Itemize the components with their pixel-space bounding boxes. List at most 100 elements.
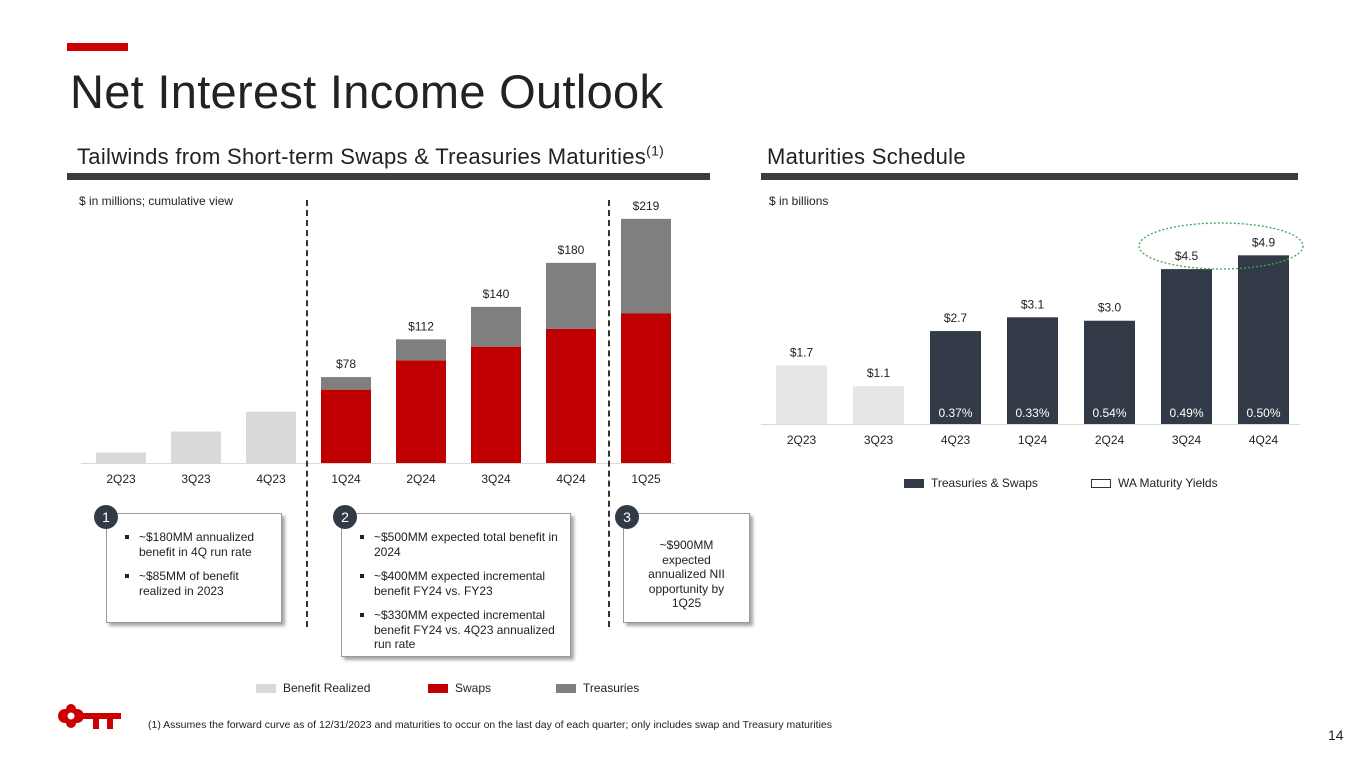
yield-label-4q23: 0.37% bbox=[938, 406, 972, 420]
nii-tailwinds-chart: 2Q23 3Q23 4Q23 $78 1Q24 $112 2Q24 $140 3Q24 $180 4… bbox=[81, 199, 675, 486]
callout-2-bullet-2: ~$400MM expected incremental benefit FY2… bbox=[350, 569, 562, 598]
x-tick-label-2q23: 2Q23 bbox=[106, 472, 136, 486]
highlight-ellipse bbox=[1138, 222, 1304, 270]
bullet-marker bbox=[125, 535, 129, 539]
yield-label-2q24: 0.54% bbox=[1092, 406, 1126, 420]
left-section-rule bbox=[67, 173, 710, 180]
legend-swatch-wa-yields bbox=[1091, 478, 1111, 488]
yield-label-4q24: 0.50% bbox=[1246, 406, 1280, 420]
bar-treasuries-1q25 bbox=[621, 218, 671, 314]
value-label-4q23: $2.7 bbox=[944, 311, 968, 325]
maturity-bar-3q24 bbox=[1161, 269, 1212, 424]
callout-1-bullet-1: ~$180MM annualized benefit in 4Q run rat… bbox=[115, 530, 273, 559]
callout-2-bullet-1: ~$500MM expected total benefit in 2024 bbox=[350, 530, 562, 559]
footnote: (1) Assumes the forward curve as of 12/3… bbox=[148, 719, 833, 731]
maturity-bar-4q23 bbox=[930, 331, 981, 424]
right-unit-note: $ in billions bbox=[769, 194, 829, 208]
total-label-4q24: $180 bbox=[558, 243, 585, 257]
callout-2-badge: 2 bbox=[333, 505, 357, 529]
bar-treasuries-2q24 bbox=[396, 339, 446, 361]
bar-benefit-realized-4q23 bbox=[246, 411, 296, 463]
maturities-schedule-chart: $1.7 2Q23 $1.1 3Q23 $2.7 0.37% 4Q23 $3.1 0.33% 1Q… bbox=[761, 222, 1304, 447]
x-tick-label-3q23: 3Q23 bbox=[181, 472, 211, 486]
callout-1-bullet-2-text: ~$85MM of benefit realized in 2023 bbox=[139, 569, 239, 598]
total-label-1q25: $219 bbox=[633, 199, 660, 213]
x-tick-label-1q24: 1Q24 bbox=[1018, 433, 1048, 447]
bar-swaps-1q25 bbox=[621, 313, 671, 463]
bar-treasuries-3q24 bbox=[471, 306, 521, 347]
total-label-1q24: $78 bbox=[336, 357, 356, 371]
callout-2-bullet-3: ~$330MM expected incremental benefit FY2… bbox=[350, 608, 562, 652]
value-label-4q24: $4.9 bbox=[1252, 235, 1276, 249]
bar-swaps-1q24 bbox=[321, 389, 371, 463]
legend-wa-maturity-yields-label: WA Maturity Yields bbox=[1118, 476, 1218, 490]
x-tick-label-4q23: 4Q23 bbox=[941, 433, 971, 447]
bar-swaps-4q24 bbox=[546, 328, 596, 463]
bar-treasuries-1q24 bbox=[321, 377, 371, 390]
page-number: 14 bbox=[1328, 727, 1344, 743]
callout-2-bullet-3-text: ~$330MM expected incremental benefit FY2… bbox=[374, 608, 555, 651]
legend-treasuries-swaps: Treasuries & Swaps bbox=[904, 476, 1038, 490]
x-tick-label-3q23: 3Q23 bbox=[864, 433, 894, 447]
legend-wa-maturity-yields: WA Maturity Yields bbox=[1091, 476, 1218, 490]
title-accent-bar bbox=[67, 43, 128, 51]
bar-swaps-2q24 bbox=[396, 360, 446, 463]
total-label-2q24: $112 bbox=[408, 319, 434, 333]
callout-2-bullet-1-text: ~$500MM expected total benefit in 2024 bbox=[374, 530, 558, 559]
bar-swaps-3q24 bbox=[471, 346, 521, 463]
maturity-bar-1q24 bbox=[1007, 317, 1058, 424]
legend-swatch-treasuries-swaps bbox=[904, 478, 924, 488]
value-label-2q23: $1.7 bbox=[790, 345, 814, 359]
callout-1: ~$180MM annualized benefit in 4Q run rat… bbox=[106, 513, 282, 623]
x-tick-label-4q24: 4Q24 bbox=[1249, 433, 1279, 447]
value-label-2q24: $3.0 bbox=[1098, 301, 1122, 315]
legend-benefit-realized-label: Benefit Realized bbox=[283, 681, 371, 695]
value-label-3q23: $1.1 bbox=[867, 366, 891, 380]
callout-1-bullet-2: ~$85MM of benefit realized in 2023 bbox=[115, 569, 273, 598]
legend-treasuries-swaps-label: Treasuries & Swaps bbox=[931, 476, 1038, 490]
x-tick-label-3q24: 3Q24 bbox=[481, 472, 511, 486]
bar-benefit-realized-3q23 bbox=[171, 431, 221, 463]
left-section-title-footnote-ref: (1) bbox=[646, 142, 665, 159]
legend-treasuries: Treasuries bbox=[556, 681, 639, 695]
x-tick-label-2q24: 2Q24 bbox=[1095, 433, 1125, 447]
bullet-marker bbox=[125, 574, 129, 578]
callout-1-bullet-1-text: ~$180MM annualized benefit in 4Q run rat… bbox=[139, 530, 255, 559]
legend-swatch-treasuries bbox=[556, 683, 576, 693]
legend-benefit-realized: Benefit Realized bbox=[256, 681, 370, 695]
legend-swatch-benefit-realized bbox=[256, 683, 276, 693]
value-label-1q24: $3.1 bbox=[1021, 297, 1045, 311]
yield-label-3q24: 0.49% bbox=[1169, 406, 1203, 420]
maturity-bar-2q24 bbox=[1084, 320, 1135, 424]
divider-2024-2025 bbox=[608, 200, 610, 627]
right-section-title: Maturities Schedule bbox=[767, 144, 966, 169]
x-tick-label-1q25: 1Q25 bbox=[631, 472, 661, 486]
left-section-title: Tailwinds from Short-term Swaps & Treasu… bbox=[77, 144, 664, 170]
x-tick-label-3q24: 3Q24 bbox=[1172, 433, 1202, 447]
left-unit-note: $ in millions; cumulative view bbox=[79, 194, 234, 208]
page-title: Net Interest Income Outlook bbox=[70, 65, 664, 118]
left-section-title-text: Tailwinds from Short-term Swaps & Treasu… bbox=[77, 144, 647, 169]
x-tick-label-1q24: 1Q24 bbox=[331, 472, 361, 486]
right-section-rule bbox=[761, 173, 1298, 180]
legend-swaps-label: Swaps bbox=[455, 681, 492, 695]
callout-2-bullet-2-text: ~$400MM expected incremental benefit FY2… bbox=[374, 569, 546, 598]
maturity-bar-2q23 bbox=[776, 365, 827, 424]
bar-benefit-realized-2q23 bbox=[96, 452, 146, 463]
key-logo-icon bbox=[58, 704, 121, 729]
callout-3-badge: 3 bbox=[615, 505, 639, 529]
callout-3: ~$900MM expected annualized NII opportun… bbox=[623, 513, 750, 623]
legend-swaps: Swaps bbox=[428, 681, 491, 695]
yield-label-1q24: 0.33% bbox=[1015, 406, 1049, 420]
callout-3-text: ~$900MM expected annualized NII opportun… bbox=[648, 538, 725, 610]
value-label-3q24: $4.5 bbox=[1175, 249, 1199, 263]
total-label-3q24: $140 bbox=[483, 287, 510, 301]
callout-2: ~$500MM expected total benefit in 2024 ~… bbox=[341, 513, 571, 657]
bullet-marker bbox=[360, 613, 364, 617]
x-tick-label-4q23: 4Q23 bbox=[256, 472, 286, 486]
x-tick-label-4q24: 4Q24 bbox=[556, 472, 586, 486]
x-tick-label-2q24: 2Q24 bbox=[406, 472, 436, 486]
bar-treasuries-4q24 bbox=[546, 262, 596, 329]
callout-1-badge: 1 bbox=[94, 505, 118, 529]
legend-swatch-swaps bbox=[428, 683, 448, 693]
